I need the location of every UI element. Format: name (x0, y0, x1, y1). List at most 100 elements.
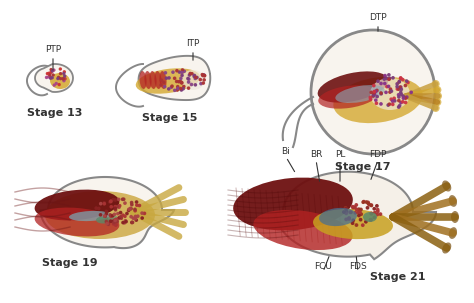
Circle shape (373, 216, 375, 218)
Ellipse shape (233, 178, 353, 230)
Circle shape (355, 224, 358, 226)
Circle shape (115, 218, 117, 221)
Circle shape (379, 213, 382, 215)
Circle shape (179, 80, 182, 82)
Circle shape (46, 73, 48, 75)
Polygon shape (35, 64, 73, 92)
Circle shape (134, 215, 137, 218)
Ellipse shape (35, 208, 119, 236)
Circle shape (393, 100, 396, 102)
Circle shape (109, 220, 112, 222)
Circle shape (130, 208, 132, 210)
Circle shape (137, 215, 139, 217)
Circle shape (393, 97, 395, 99)
Circle shape (202, 75, 204, 77)
Circle shape (360, 213, 363, 215)
Circle shape (363, 201, 365, 203)
Polygon shape (40, 177, 174, 248)
Circle shape (386, 85, 388, 88)
Circle shape (354, 206, 356, 208)
Circle shape (399, 105, 401, 107)
Ellipse shape (145, 71, 152, 89)
Circle shape (124, 215, 126, 218)
Ellipse shape (333, 77, 423, 123)
Circle shape (50, 69, 52, 71)
Circle shape (400, 88, 402, 91)
Circle shape (404, 101, 407, 104)
Circle shape (114, 207, 117, 209)
Circle shape (201, 74, 203, 76)
Circle shape (114, 199, 117, 201)
Circle shape (402, 95, 404, 98)
Circle shape (131, 221, 134, 224)
Circle shape (114, 209, 117, 211)
Circle shape (63, 80, 65, 82)
Circle shape (366, 207, 369, 209)
Ellipse shape (363, 212, 377, 222)
Circle shape (400, 86, 402, 88)
Circle shape (401, 78, 404, 81)
Circle shape (109, 200, 112, 202)
Circle shape (351, 205, 354, 208)
Circle shape (195, 76, 197, 78)
Circle shape (115, 224, 117, 226)
Circle shape (49, 74, 51, 76)
Circle shape (48, 76, 50, 78)
Circle shape (376, 205, 378, 207)
Circle shape (203, 79, 205, 81)
Circle shape (193, 74, 196, 77)
Circle shape (193, 75, 195, 78)
Circle shape (60, 78, 62, 80)
Circle shape (175, 80, 178, 82)
Circle shape (118, 217, 120, 219)
Circle shape (131, 204, 133, 206)
Circle shape (105, 220, 108, 223)
Circle shape (49, 76, 51, 78)
Circle shape (345, 212, 347, 215)
Circle shape (100, 214, 102, 216)
Circle shape (373, 208, 375, 210)
Text: BR: BR (310, 150, 322, 159)
Circle shape (63, 78, 64, 80)
Circle shape (386, 77, 388, 80)
Circle shape (357, 208, 360, 210)
Circle shape (176, 89, 178, 91)
Circle shape (50, 77, 52, 79)
Ellipse shape (155, 71, 162, 89)
Circle shape (377, 210, 379, 212)
Ellipse shape (319, 208, 357, 226)
Text: Stage 13: Stage 13 (27, 108, 82, 118)
Circle shape (398, 99, 400, 102)
Circle shape (360, 208, 362, 211)
Circle shape (203, 75, 206, 77)
Circle shape (180, 77, 182, 79)
Circle shape (160, 84, 162, 86)
Text: Stage 17: Stage 17 (335, 162, 391, 172)
Circle shape (46, 76, 47, 78)
Circle shape (134, 208, 136, 211)
Circle shape (387, 104, 389, 106)
Text: FDS: FDS (349, 262, 367, 271)
Circle shape (163, 81, 165, 84)
Circle shape (370, 204, 373, 207)
Circle shape (370, 218, 372, 221)
Ellipse shape (318, 72, 388, 103)
Circle shape (388, 103, 391, 105)
Circle shape (109, 214, 111, 216)
Circle shape (370, 204, 373, 206)
Text: FCU: FCU (314, 262, 332, 271)
Circle shape (380, 93, 383, 95)
Circle shape (410, 91, 412, 94)
Text: PL: PL (335, 150, 345, 159)
Circle shape (404, 84, 407, 87)
Circle shape (402, 97, 404, 99)
Circle shape (112, 220, 115, 222)
Circle shape (52, 74, 54, 76)
Circle shape (51, 77, 53, 79)
Circle shape (432, 80, 440, 88)
Circle shape (405, 80, 408, 82)
Text: DTP: DTP (369, 13, 387, 22)
Circle shape (168, 77, 170, 79)
Circle shape (383, 82, 386, 85)
Ellipse shape (449, 227, 457, 239)
